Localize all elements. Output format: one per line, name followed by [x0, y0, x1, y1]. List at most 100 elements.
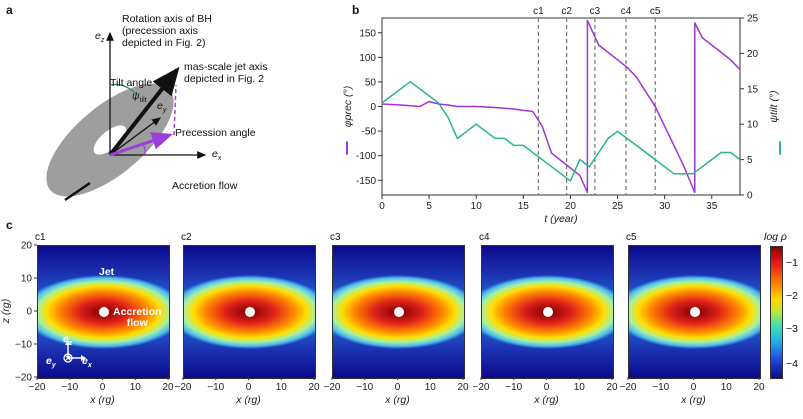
panel-a-letter: a: [6, 3, 13, 17]
series-point: [635, 144, 637, 147]
snapshot-label: c5: [626, 232, 637, 243]
black-hole-marker: [689, 307, 700, 317]
series-point: [664, 166, 666, 168]
c-x-tick-label: −10: [207, 382, 224, 393]
y-right-tick-label: 10: [747, 120, 759, 131]
series-point: [720, 151, 722, 154]
panel-c-letter: c: [6, 218, 13, 232]
c-x-tick-label: −20: [175, 382, 192, 393]
snapshot-label: c3: [330, 232, 341, 243]
series-point: [513, 144, 515, 147]
c-x-tick-label: −10: [356, 382, 373, 393]
jet-axis-arrow: [108, 66, 180, 157]
series-point: [598, 151, 600, 154]
ex-label: ex: [212, 148, 222, 163]
series-point: [635, 76, 637, 78]
y-left-tick-label: 50: [365, 77, 377, 88]
ez-c-label: ez: [63, 333, 73, 348]
c-x-tick-label: −10: [505, 382, 522, 393]
y-right-tick-label: 0: [747, 191, 753, 202]
series-point: [456, 137, 458, 139]
ey-label: ey: [157, 100, 167, 115]
y-right-tick-label: 20: [747, 49, 759, 60]
colorbar-tick-2: −2: [786, 290, 798, 302]
series-point: [739, 159, 741, 161]
series-point: [682, 173, 685, 175]
snapshot-marker-label: c5: [650, 6, 661, 17]
series-point: [729, 59, 732, 61]
c-x-axis-label: x (rg): [89, 394, 115, 406]
jet-label: Jet: [99, 266, 115, 278]
snapshot-label: c1: [35, 232, 46, 243]
series-point: [532, 151, 534, 154]
series-point: [739, 69, 741, 71]
series-point: [729, 151, 732, 154]
jet-axis-label: mas-scale jet axis depicted in Fig. 2: [184, 61, 268, 85]
series-point: [400, 104, 402, 106]
precession-angle-arc: [141, 143, 146, 156]
series-point: [682, 164, 685, 167]
x-tick-label: 5: [426, 201, 432, 212]
rotation-axis-label: Rotation axis of BH (precession axis depic…: [122, 13, 212, 49]
series-point: [569, 167, 572, 169]
series-point: [428, 95, 430, 97]
density-snapshot-c2: [183, 245, 316, 379]
series-point: [447, 116, 449, 118]
series-point: [475, 123, 477, 125]
series-point: [550, 166, 553, 168]
series-point: [711, 159, 713, 161]
series-point: [522, 144, 524, 147]
series-point: [616, 130, 619, 132]
black-hole-marker: [542, 307, 553, 317]
series-point: [494, 137, 496, 139]
series-line-prec: [381, 20, 741, 193]
series-point: [532, 110, 534, 113]
c-x-tick-label: 10: [425, 382, 437, 393]
black-hole-marker: [98, 307, 109, 317]
series-point: [494, 106, 496, 109]
series-point: [711, 44, 713, 46]
density-snapshot-c1: [37, 245, 170, 379]
c-x-tick-label: 20: [162, 382, 174, 393]
ey-axis-arrow: [109, 117, 162, 156]
series-point: [437, 102, 440, 104]
y-left-axis-label: φprec (°): [342, 86, 354, 127]
c-x-tick-label: 10: [574, 382, 586, 393]
series-point: [692, 173, 694, 175]
series-point: [513, 108, 515, 110]
series-point: [409, 81, 411, 83]
c-x-tick-label: −10: [61, 382, 78, 393]
y-right-axis-label: ψtilt (°): [768, 90, 780, 122]
panel-b-letter: b: [352, 3, 360, 17]
series-point: [447, 104, 449, 106]
precession-angle-label: Precession angle: [175, 127, 256, 139]
series-point: [466, 130, 468, 132]
series-point: [475, 105, 477, 108]
c-x-tick-label: 20: [606, 382, 618, 393]
c-x-tick-label: −10: [652, 382, 669, 393]
series-point: [586, 19, 588, 22]
c-x-tick-label: 20: [753, 382, 765, 393]
accretion-flow-label: Accretion flow: [172, 180, 238, 192]
y-right-tick-label: 25: [747, 14, 759, 25]
jet-axis-lower: [64, 181, 91, 202]
series-point: [586, 191, 588, 194]
c-x-tick-label: −20: [473, 382, 490, 393]
y-left-tick-label: 0: [370, 102, 376, 113]
ez-label: ez: [95, 30, 105, 45]
colorbar-title: log ρ: [764, 231, 787, 243]
series-point: [400, 88, 402, 90]
series-point: [503, 137, 506, 139]
density-snapshot-c4: [481, 245, 614, 379]
colorbar-tick-1: −1: [786, 257, 798, 269]
c-x-tick-label: 20: [457, 382, 469, 393]
y-left-tick-label: -150: [356, 176, 376, 187]
c-x-tick-label: 10: [276, 382, 288, 393]
series-point: [541, 159, 543, 161]
density-snapshot-c3: [332, 245, 465, 379]
x-axis-label: t (year): [544, 213, 577, 225]
c-x-tick-label: −20: [29, 382, 46, 393]
x-tick-label: 35: [706, 201, 718, 212]
